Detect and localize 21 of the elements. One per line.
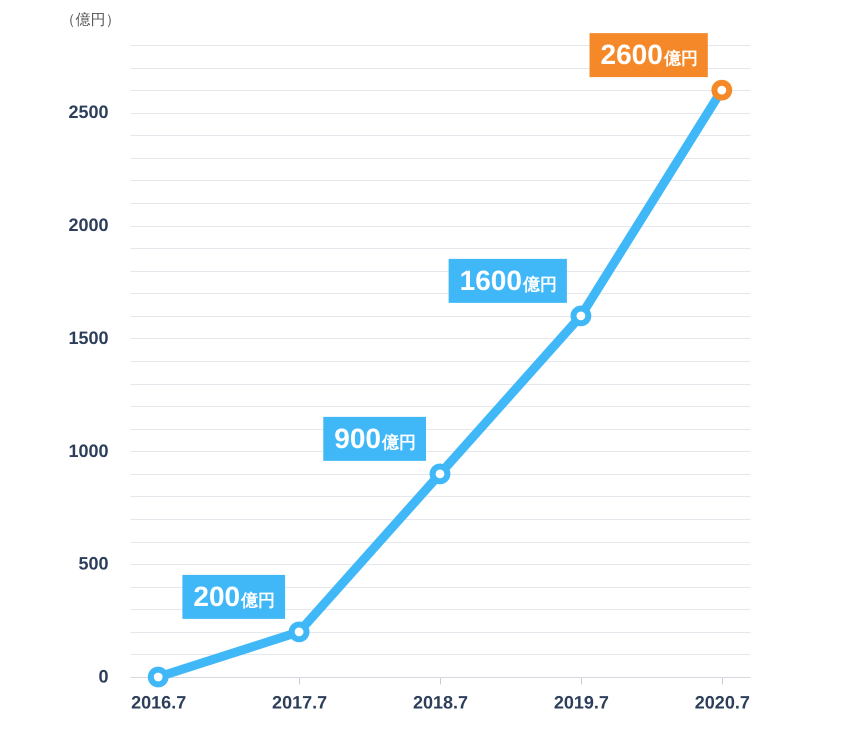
y-tick-label: 1000 (68, 440, 108, 461)
y-tick-label: 2000 (68, 215, 108, 236)
point (711, 80, 732, 101)
data-label: 900億円 (334, 422, 416, 454)
point (570, 305, 592, 326)
x-tick-label: 2020.7 (694, 692, 750, 712)
data-label: 2600億円 (600, 39, 698, 70)
y-axis-title: （億円） (60, 12, 120, 28)
x-tick-label: 2016.7 (131, 692, 186, 712)
point (148, 666, 169, 688)
y-tick-label: 2500 (68, 102, 108, 122)
y-tick-label: 500 (78, 554, 108, 574)
x-tick-label: 2017.7 (272, 692, 328, 712)
y-tick-label: 1500 (68, 328, 108, 348)
point (288, 621, 310, 642)
y-tick-label: 0 (98, 666, 108, 686)
x-tick-label: 2018.7 (412, 692, 468, 712)
data-label: 200億円 (193, 580, 276, 612)
x-tick-label: 2019.7 (554, 692, 609, 712)
data-label: 1600億円 (460, 264, 557, 296)
point (430, 463, 450, 484)
